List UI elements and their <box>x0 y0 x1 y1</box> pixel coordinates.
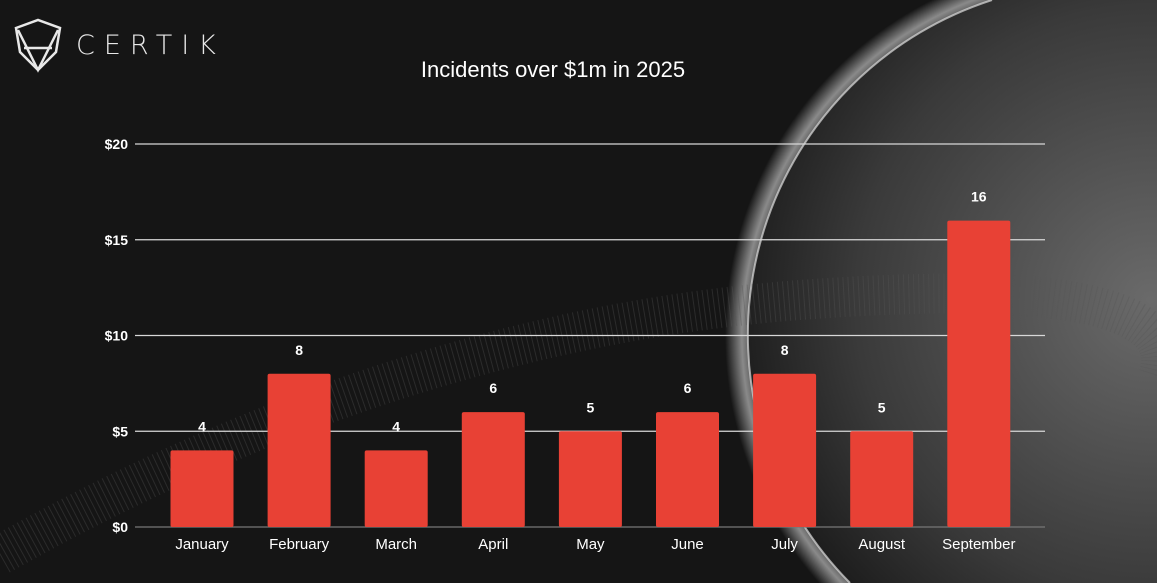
y-tick-label: $15 <box>105 232 129 248</box>
bar-june <box>656 412 719 527</box>
bar-april <box>461 412 525 527</box>
x-tick-label: August <box>858 536 906 553</box>
certik-logo-icon <box>14 18 62 73</box>
x-tick-label: June <box>671 536 704 553</box>
x-tick-label: April <box>478 536 508 553</box>
bar-february <box>267 373 331 527</box>
data-label: 5 <box>878 399 886 415</box>
bar-september <box>947 220 1011 527</box>
chart-title: Incidents over $1m in 2025 <box>420 57 686 82</box>
bar-may <box>558 431 622 527</box>
x-tick-label: February <box>269 536 330 553</box>
bar-january <box>170 450 234 527</box>
x-tick-label: July <box>771 536 798 553</box>
x-tick-label: January <box>175 536 229 553</box>
x-tick-label: May <box>576 536 605 553</box>
certik-logo-text: CERTIK <box>76 30 225 61</box>
bar-july <box>753 373 817 527</box>
x-tick-label: March <box>375 536 417 553</box>
y-tick-label: $10 <box>105 328 129 344</box>
data-label: 16 <box>971 189 987 205</box>
bar-august <box>850 431 914 527</box>
y-tick-label: $0 <box>112 519 128 535</box>
data-label: 4 <box>392 418 400 434</box>
data-label: 6 <box>684 380 692 396</box>
data-label: 8 <box>781 342 789 358</box>
data-label: 4 <box>198 418 206 434</box>
y-tick-label: $5 <box>112 423 128 439</box>
x-tick-label: September <box>942 536 1015 553</box>
data-label: 5 <box>587 399 595 415</box>
data-label: 8 <box>295 342 303 358</box>
data-label: 6 <box>489 380 497 396</box>
y-tick-label: $20 <box>105 136 129 152</box>
bar-march <box>364 450 428 527</box>
